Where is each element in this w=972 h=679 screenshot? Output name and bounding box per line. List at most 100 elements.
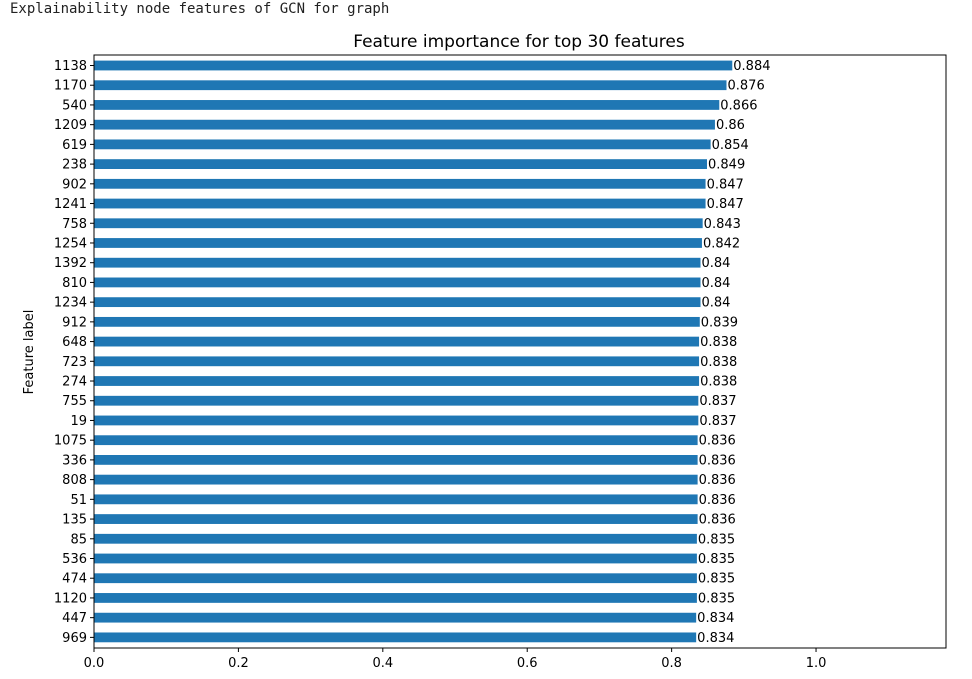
y-tick-label: 648 [62,335,87,350]
bar [94,198,706,209]
bar [94,119,715,130]
x-tick-label: 0.4 [372,656,393,671]
bar [94,257,701,268]
bar-value-label: 0.838 [700,335,737,350]
bar [94,277,701,288]
bar [94,80,727,91]
bar-value-label: 0.84 [702,276,731,291]
bar-value-label: 0.884 [733,59,770,74]
y-tick-label: 902 [62,177,87,192]
bar [94,218,703,229]
bar-value-label: 0.836 [699,513,736,528]
output-caption: Explainability node features of GCN for … [10,1,390,17]
bar [94,612,697,623]
y-tick-label: 810 [62,276,87,291]
bar [94,415,699,426]
bar-value-label: 0.834 [697,631,734,646]
y-axis-label: Feature label [22,310,37,395]
bar [94,553,697,564]
bar-value-label: 0.834 [697,611,734,626]
bar [94,455,698,465]
bar [94,632,697,643]
y-tick-label: 447 [62,611,87,626]
bar-value-label: 0.847 [707,197,744,212]
bar-value-label: 0.854 [712,138,749,153]
y-tick-label: 969 [62,631,87,646]
y-tick-label: 1392 [54,256,87,271]
bar [94,159,708,169]
bar [94,395,699,406]
y-ticks-group: 1138 1170 540 1209 619 238 902 1241 758 1254 1392 8… [54,59,94,646]
y-tick-label: 1170 [54,79,87,94]
bar-value-label: 0.843 [704,217,741,232]
y-tick-label: 758 [62,217,87,232]
bar [94,533,697,544]
x-tick-label: 0.0 [84,656,105,671]
bar-value-label: 0.84 [702,296,731,311]
bar [94,573,697,584]
bar-value-label: 0.836 [699,493,736,508]
bar-value-label: 0.835 [698,591,735,606]
y-tick-label: 19 [70,414,87,429]
bar [94,356,700,367]
bars-group [94,60,733,643]
bar-value-label: 0.837 [699,414,736,429]
y-tick-label: 1075 [54,434,87,449]
y-tick-label: 912 [62,315,87,330]
y-tick-label: 238 [62,158,87,173]
x-ticks-group: 0.0 0.2 0.4 0.6 0.8 1.0 [84,648,827,671]
y-tick-label: 1120 [54,591,87,606]
bar [94,336,700,347]
y-tick-label: 540 [62,98,87,113]
bar-value-label: 0.847 [707,177,744,192]
y-tick-label: 1209 [54,118,87,133]
y-tick-label: 1241 [54,197,87,212]
bar [94,435,698,446]
x-tick-label: 1.0 [806,656,827,671]
bar [94,376,700,386]
chart-title: Feature importance for top 30 features [353,32,685,52]
y-tick-label: 1138 [54,59,87,74]
bar-value-label: 0.842 [703,236,740,251]
bar-value-label: 0.836 [699,473,736,488]
bar [94,100,720,110]
x-tick-label: 0.6 [517,656,538,671]
bar-value-label: 0.836 [699,453,736,468]
y-tick-label: 274 [62,375,87,390]
bar-value-label: 0.839 [701,315,738,330]
bar-value-label: 0.838 [700,355,737,370]
y-tick-label: 755 [62,394,87,409]
bar [94,297,701,308]
bar-value-label: 0.866 [720,98,757,113]
y-tick-label: 474 [62,572,87,587]
bar [94,514,698,524]
bar [94,494,698,505]
bar-value-label: 0.835 [698,532,735,547]
bar-value-label: 0.835 [698,572,735,587]
bar-value-label: 0.838 [700,375,737,390]
y-tick-label: 808 [62,473,87,488]
bar-value-label: 0.849 [708,158,745,173]
y-tick-label: 1234 [54,296,87,311]
bar-value-label: 0.836 [699,434,736,449]
value-labels-group: 0.884 0.876 0.866 0.86 0.854 0.849 0.847 0.847 0… [697,59,770,646]
y-tick-label: 135 [62,513,87,528]
y-tick-label: 336 [62,453,87,468]
bar [94,60,733,71]
y-tick-label: 85 [70,532,87,547]
bar [94,593,697,603]
y-tick-label: 1254 [54,236,87,251]
bar [94,139,711,150]
bar [94,474,698,485]
bar-value-label: 0.837 [699,394,736,409]
bar [94,238,702,248]
plot-frame [93,54,947,649]
y-tick-label: 51 [70,493,87,508]
bar-value-label: 0.86 [716,118,745,133]
bar-value-label: 0.84 [702,256,731,271]
bar-value-label: 0.835 [698,552,735,567]
x-tick-label: 0.2 [228,656,249,671]
x-tick-label: 0.8 [661,656,682,671]
y-tick-label: 536 [62,552,87,567]
